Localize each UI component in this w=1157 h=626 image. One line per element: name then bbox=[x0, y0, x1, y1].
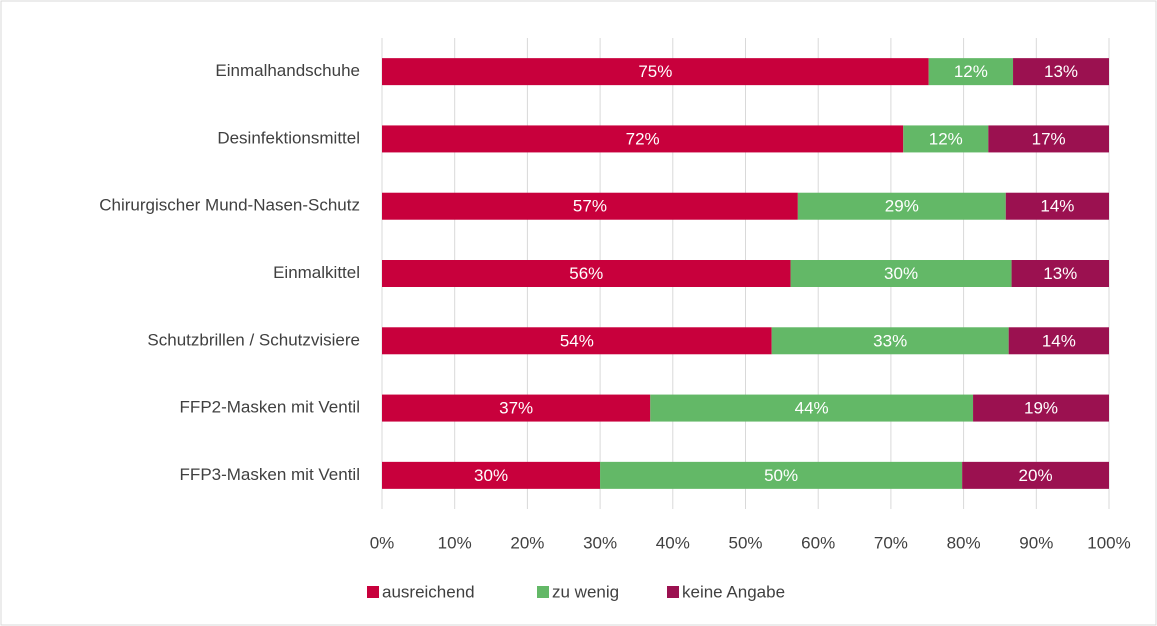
category-label: Desinfektionsmittel bbox=[217, 128, 360, 147]
data-label: 50% bbox=[764, 466, 798, 485]
legend-label: ausreichend bbox=[382, 582, 475, 601]
category-label: FFP2-Masken mit Ventil bbox=[180, 398, 360, 417]
bar-segment bbox=[1005, 192, 1109, 220]
data-label: 75% bbox=[638, 62, 672, 81]
x-tick-label: 40% bbox=[656, 533, 690, 552]
bar-segment bbox=[771, 327, 1009, 355]
x-tick-label: 50% bbox=[728, 533, 762, 552]
bar-segment bbox=[928, 58, 1014, 86]
bar-segment bbox=[988, 125, 1109, 153]
data-label: 33% bbox=[873, 331, 907, 350]
bar-segment bbox=[1011, 260, 1109, 287]
data-label: 12% bbox=[929, 129, 963, 148]
data-label: 30% bbox=[884, 264, 918, 283]
category-label: Schutzbrillen / Schutzvisiere bbox=[147, 330, 360, 349]
x-tick-label: 100% bbox=[1087, 533, 1130, 552]
bar-segment bbox=[382, 260, 791, 287]
bar-segment bbox=[600, 461, 963, 489]
bar-segment bbox=[903, 125, 989, 153]
bar-segment bbox=[382, 58, 929, 86]
data-label: 37% bbox=[499, 399, 533, 418]
legend-swatch bbox=[667, 586, 679, 598]
x-tick-label: 70% bbox=[874, 533, 908, 552]
bar-segment bbox=[382, 327, 772, 355]
data-label: 13% bbox=[1044, 62, 1078, 81]
bar-segment bbox=[1008, 327, 1109, 355]
bar-segment bbox=[1013, 58, 1109, 86]
bar-segment bbox=[382, 461, 601, 489]
category-label: Einmalkittel bbox=[273, 263, 360, 282]
data-label: 19% bbox=[1024, 399, 1058, 418]
x-tick-label: 0% bbox=[370, 533, 395, 552]
category-label: FFP3-Masken mit Ventil bbox=[180, 465, 360, 484]
data-label: 54% bbox=[560, 331, 594, 350]
data-label: 57% bbox=[573, 197, 607, 216]
bar-segment bbox=[797, 192, 1006, 220]
x-tick-label: 20% bbox=[510, 533, 544, 552]
category-label: Einmalhandschuhe bbox=[215, 61, 360, 80]
bar-segment bbox=[382, 394, 651, 422]
data-label: 20% bbox=[1019, 466, 1053, 485]
data-label: 14% bbox=[1042, 331, 1076, 350]
bar-segment bbox=[973, 394, 1109, 422]
data-label: 44% bbox=[795, 399, 829, 418]
legend-swatch bbox=[537, 586, 549, 598]
data-label: 30% bbox=[474, 466, 508, 485]
bar-segment bbox=[962, 461, 1109, 489]
bar-segment bbox=[790, 260, 1012, 287]
bar-segment bbox=[382, 192, 798, 220]
bar-segment bbox=[650, 394, 974, 422]
bar-segment bbox=[382, 125, 904, 153]
x-tick-label: 90% bbox=[1019, 533, 1053, 552]
data-label: 14% bbox=[1040, 197, 1074, 216]
legend-label: keine Angabe bbox=[682, 582, 785, 601]
x-tick-label: 60% bbox=[801, 533, 835, 552]
legend-label: zu wenig bbox=[552, 582, 619, 601]
x-tick-label: 30% bbox=[583, 533, 617, 552]
data-label: 12% bbox=[954, 62, 988, 81]
data-label: 56% bbox=[569, 264, 603, 283]
data-label: 29% bbox=[885, 197, 919, 216]
data-label: 13% bbox=[1043, 264, 1077, 283]
legend-swatch bbox=[367, 586, 379, 598]
category-label: Chirurgischer Mund-Nasen-Schutz bbox=[99, 196, 360, 215]
data-label: 17% bbox=[1032, 129, 1066, 148]
x-tick-label: 10% bbox=[438, 533, 472, 552]
data-label: 72% bbox=[626, 129, 660, 148]
x-tick-label: 80% bbox=[947, 533, 981, 552]
